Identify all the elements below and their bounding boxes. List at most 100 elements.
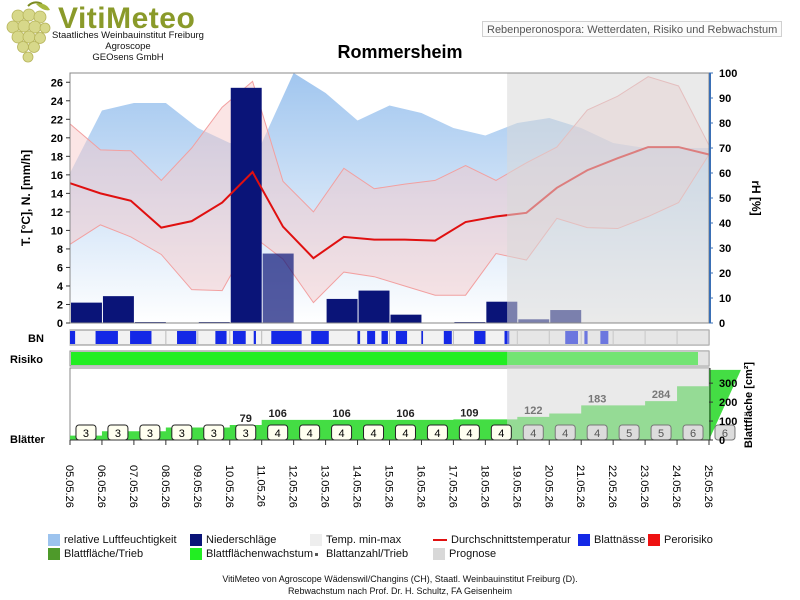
- right-tick-label: 100: [719, 68, 737, 80]
- legend-item: relative Luftfeuchtigkeit: [48, 534, 177, 547]
- legend-label: Blattanzahl/Trieb: [326, 548, 409, 560]
- left-tick-label: 6: [57, 262, 63, 274]
- legend-swatch: [315, 552, 318, 556]
- leaf-wetness-segment: [215, 331, 227, 344]
- leaf-wetness-segment: [421, 331, 424, 344]
- left-tick-label: 14: [51, 188, 64, 200]
- legend-item: Blattnässe: [578, 534, 645, 547]
- legend-label: Blattnässe: [594, 534, 646, 546]
- date-tick-label: 24.05.26: [670, 465, 682, 508]
- leaf-count-label: 5: [626, 428, 632, 440]
- growth-tick-label: 100: [719, 416, 737, 428]
- leaf-count-label: 3: [211, 428, 217, 440]
- leaf-wetness-segment: [357, 331, 361, 344]
- legend-swatch: [48, 534, 60, 547]
- date-tick-label: 25.05.26: [702, 465, 714, 508]
- leaf-wetness-segment: [584, 331, 588, 344]
- leaf-area-value-label: 183: [588, 393, 606, 405]
- leaf-wetness-segment: [367, 331, 376, 344]
- legend-item: Niederschläge: [190, 534, 276, 547]
- leaf-count-box: [714, 424, 736, 441]
- right-tick-label: 10: [719, 293, 731, 305]
- leaf-count-label: 4: [530, 428, 536, 440]
- leaf-wetness-segment: [474, 331, 486, 344]
- precip-bar: [71, 302, 102, 323]
- forecast-overlay-top: [507, 73, 709, 323]
- footer-credits: VitiMeteo von Agroscope Wädenswil/Changi…: [222, 574, 578, 584]
- date-tick-label: 13.05.26: [319, 465, 331, 508]
- leaf-count-label: 4: [434, 428, 440, 440]
- legend-item: Blattfläche/Trieb: [48, 548, 143, 561]
- leaf-area-value-label: 284: [652, 389, 671, 401]
- leaf-wetness-segment: [253, 331, 256, 344]
- leaf-wetness-segment: [271, 331, 302, 344]
- leaf-wetness-segment: [443, 331, 452, 344]
- right-tick-label: 80: [719, 118, 731, 130]
- date-tick-label: 12.05.26: [287, 465, 299, 508]
- legend-label: Blattfläche/Trieb: [64, 548, 144, 560]
- date-tick-label: 07.05.26: [127, 465, 139, 508]
- date-tick-label: 05.05.26: [63, 465, 75, 508]
- left-tick-label: 2: [57, 299, 63, 311]
- leaf-count-label: 5: [658, 428, 664, 440]
- leaf-count-label: 4: [594, 428, 600, 440]
- risk-label: Risiko: [10, 354, 43, 366]
- left-tick-label: 4: [57, 281, 64, 293]
- leaf-count-label: 6: [690, 428, 696, 440]
- leaf-count-label: 6: [722, 428, 728, 440]
- leaf-wetness-segment: [600, 331, 609, 344]
- legend-item: Blattanzahl/Trieb: [310, 548, 408, 561]
- precip-bar: [390, 314, 422, 323]
- legend-label: Temp. min-max: [326, 534, 402, 546]
- temperature-band: [70, 76, 709, 303]
- grape-logo-icon: [6, 1, 51, 63]
- legend-label: relative Luftfeuchtigkeit: [64, 534, 177, 546]
- left-axis-label: T. [°C], N. [mm/h]: [19, 150, 33, 246]
- leaf-wetness-segment: [395, 331, 408, 344]
- leaf-area-value-label: 106: [268, 408, 286, 420]
- left-tick-label: 8: [57, 244, 63, 256]
- right-tick-label: 60: [719, 168, 731, 180]
- leaf-wetness-segment: [130, 331, 152, 344]
- leaf-count-label: 4: [307, 428, 313, 440]
- bn-label: BN: [28, 333, 44, 345]
- left-tick-label: 20: [51, 133, 63, 145]
- legend-label: Prognose: [449, 548, 497, 560]
- institute-name: Staatliches Weinbauinstitut Freiburg: [52, 30, 204, 41]
- date-tick-label: 18.05.26: [478, 465, 490, 508]
- date-tick-label: 20.05.26: [542, 465, 554, 508]
- legend-item: Durchschnittstemperatur: [433, 534, 571, 547]
- leaf-count-label: 4: [466, 428, 472, 440]
- precip-bar: [102, 296, 134, 323]
- leaf-count-label: 4: [498, 428, 504, 440]
- date-tick-label: 08.05.26: [159, 465, 171, 508]
- right-axis-label: rH [%]: [749, 180, 763, 215]
- date-tick-label: 14.05.26: [351, 465, 363, 508]
- report-subtitle: Rebenperonospora: Wetterdaten, Risiko un…: [482, 21, 782, 37]
- date-tick-label: 09.05.26: [191, 465, 203, 508]
- growth-tick-label: 300: [719, 378, 737, 390]
- legend-swatch: [190, 534, 202, 547]
- date-tick-label: 19.05.26: [510, 465, 522, 508]
- legend-label: Blattflächenwachstum: [206, 548, 313, 560]
- legend-swatch: [48, 548, 60, 561]
- leaf-wetness-segment: [95, 331, 118, 344]
- precip-bar: [230, 87, 262, 323]
- date-tick-label: 16.05.26: [414, 465, 426, 508]
- date-tick-label: 17.05.26: [446, 465, 458, 508]
- left-tick-label: 0: [57, 318, 63, 330]
- left-tick-label: 16: [51, 170, 63, 182]
- leaf-wetness-segment: [177, 331, 197, 344]
- leaf-count-label: 3: [83, 428, 89, 440]
- legend-label: Perorisiko: [664, 534, 713, 546]
- date-tick-label: 22.05.26: [606, 465, 618, 508]
- precip-bar: [326, 298, 358, 323]
- leaf-area-value-label: 79: [240, 413, 252, 425]
- date-tick-label: 15.05.26: [383, 465, 395, 508]
- date-tick-label: 06.05.26: [95, 465, 107, 508]
- risk-level-bar: [71, 352, 698, 365]
- legend-label: Durchschnittstemperatur: [451, 534, 571, 546]
- leaf-count-label: 3: [243, 428, 249, 440]
